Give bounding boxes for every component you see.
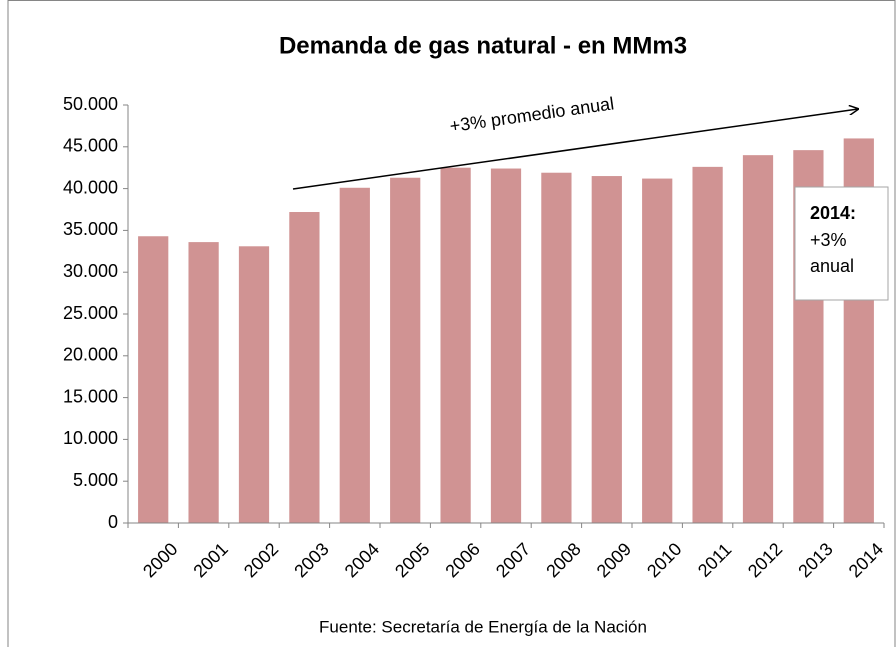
y-tick-label: 50.000 bbox=[63, 94, 118, 114]
y-tick-label: 45.000 bbox=[63, 136, 118, 156]
y-tick-label: 20.000 bbox=[63, 345, 118, 365]
bar bbox=[188, 242, 219, 523]
y-tick-label: 5.000 bbox=[73, 470, 118, 490]
note-line: +3% bbox=[810, 230, 847, 250]
trend-arrow bbox=[292, 109, 858, 190]
bar bbox=[692, 166, 723, 523]
bar bbox=[642, 178, 673, 523]
trend-label-bg bbox=[418, 79, 647, 153]
source: Fuente: Secretaría de Energía de la Naci… bbox=[319, 617, 647, 636]
bar bbox=[440, 167, 471, 523]
bar bbox=[390, 177, 421, 523]
y-tick-label: 30.000 bbox=[63, 261, 118, 281]
bar bbox=[541, 172, 572, 523]
bar bbox=[339, 187, 370, 524]
note-box bbox=[794, 186, 889, 301]
y-tick-label: 25.000 bbox=[63, 303, 118, 323]
note-line: anual bbox=[810, 256, 854, 276]
y-tick-label: 35.000 bbox=[63, 219, 118, 239]
chart-title: Demanda de gas natural - en MMm3 bbox=[279, 32, 687, 59]
bar bbox=[289, 212, 320, 523]
y-tick-label: 15.000 bbox=[63, 386, 118, 406]
y-tick-label: 0 bbox=[108, 512, 118, 532]
bar bbox=[238, 246, 270, 523]
note-title: 2014: bbox=[810, 203, 856, 223]
y-tick-label: 40.000 bbox=[63, 177, 118, 197]
bar bbox=[591, 176, 622, 523]
y-tick-label: 10.000 bbox=[63, 428, 118, 448]
bar bbox=[138, 236, 169, 523]
bar bbox=[742, 155, 774, 523]
bar bbox=[490, 168, 522, 523]
